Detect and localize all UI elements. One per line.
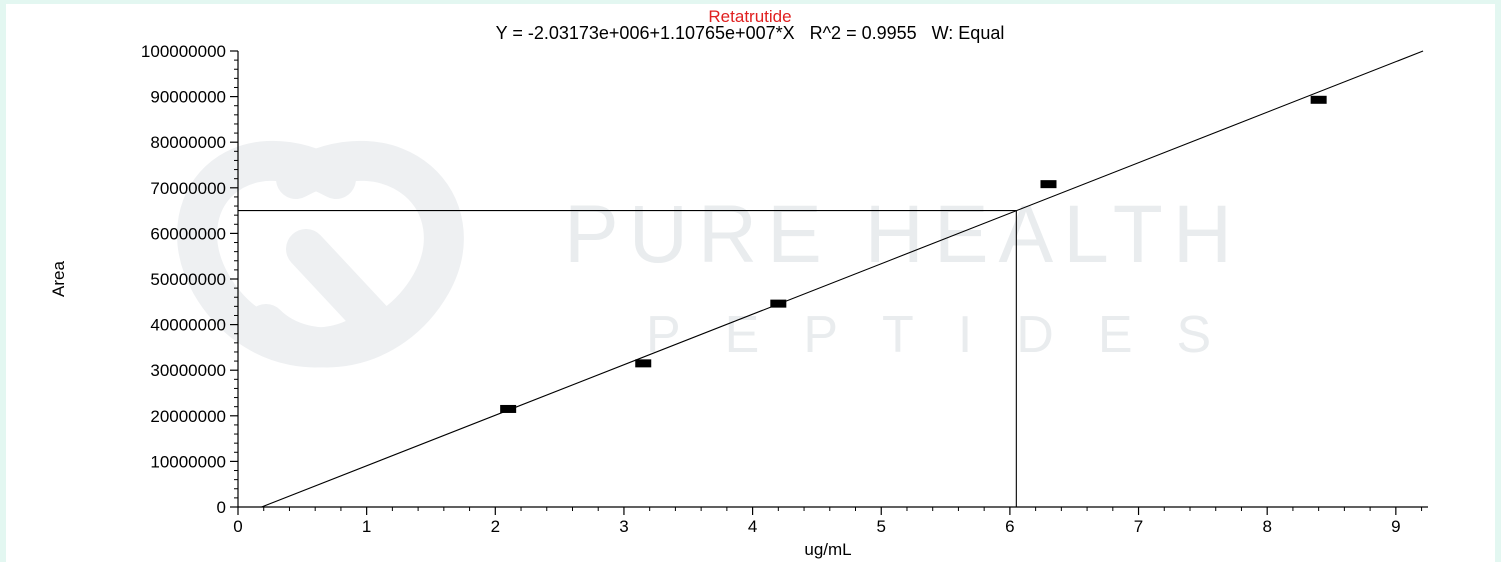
calibration-chart: PURE HEALTH PEPTIDES Retatrutide Y = -2.… xyxy=(49,7,1428,559)
x-tick-label: 1 xyxy=(362,517,371,536)
y-tick-label: 70000000 xyxy=(150,179,226,198)
y-axis-label: Area xyxy=(49,261,68,297)
data-point xyxy=(770,299,787,308)
y-tick-label: 90000000 xyxy=(150,88,226,107)
y-tick-label: 60000000 xyxy=(150,224,226,243)
x-tick-label: 7 xyxy=(1134,517,1143,536)
watermark-line2: PEPTIDES xyxy=(646,306,1255,364)
y-tick-label: 10000000 xyxy=(150,452,226,471)
x-ticks: 0 1 2 3 4 5 6 7 8 9 xyxy=(233,507,1423,536)
data-point xyxy=(1310,95,1327,104)
y-tick-label: 50000000 xyxy=(150,270,226,289)
fit-layer xyxy=(238,50,1424,508)
regression-line xyxy=(261,50,1424,508)
x-tick-label: 3 xyxy=(619,517,628,536)
y-tick-label: 80000000 xyxy=(150,133,226,152)
x-tick-label: 6 xyxy=(1005,517,1014,536)
x-axis-label: ug/mL xyxy=(804,540,851,559)
x-tick-label: 0 xyxy=(233,517,242,536)
watermark-line1: PURE HEALTH xyxy=(564,189,1242,280)
y-tick-label: 100000000 xyxy=(141,42,226,61)
x-tick-label: 5 xyxy=(877,517,886,536)
y-tick-label: 30000000 xyxy=(150,361,226,380)
data-point xyxy=(1040,180,1057,189)
x-tick-label: 4 xyxy=(748,517,757,536)
data-point xyxy=(635,359,652,368)
y-tick-label: 20000000 xyxy=(150,407,226,426)
x-tick-label: 8 xyxy=(1262,517,1271,536)
x-tick-label: 9 xyxy=(1391,517,1400,536)
chart-title: Retatrutide xyxy=(708,7,791,26)
y-tick-label: 40000000 xyxy=(150,316,226,335)
x-tick-label: 2 xyxy=(491,517,500,536)
data-point xyxy=(500,404,517,413)
y-tick-label: 0 xyxy=(217,498,226,517)
watermark: PURE HEALTH PEPTIDES xyxy=(177,140,1255,368)
y-ticks: 0 10000000 20000000 30000000 40000000 5000000… xyxy=(141,42,238,517)
watermark-logo-icon-inner xyxy=(246,140,464,368)
chart-frame: PURE HEALTH PEPTIDES Retatrutide Y = -2.… xyxy=(6,4,1495,562)
regression-equation: Y = -2.03173e+006+1.10765e+007*X R^2 = 0… xyxy=(496,23,1005,43)
points-layer xyxy=(500,95,1327,413)
